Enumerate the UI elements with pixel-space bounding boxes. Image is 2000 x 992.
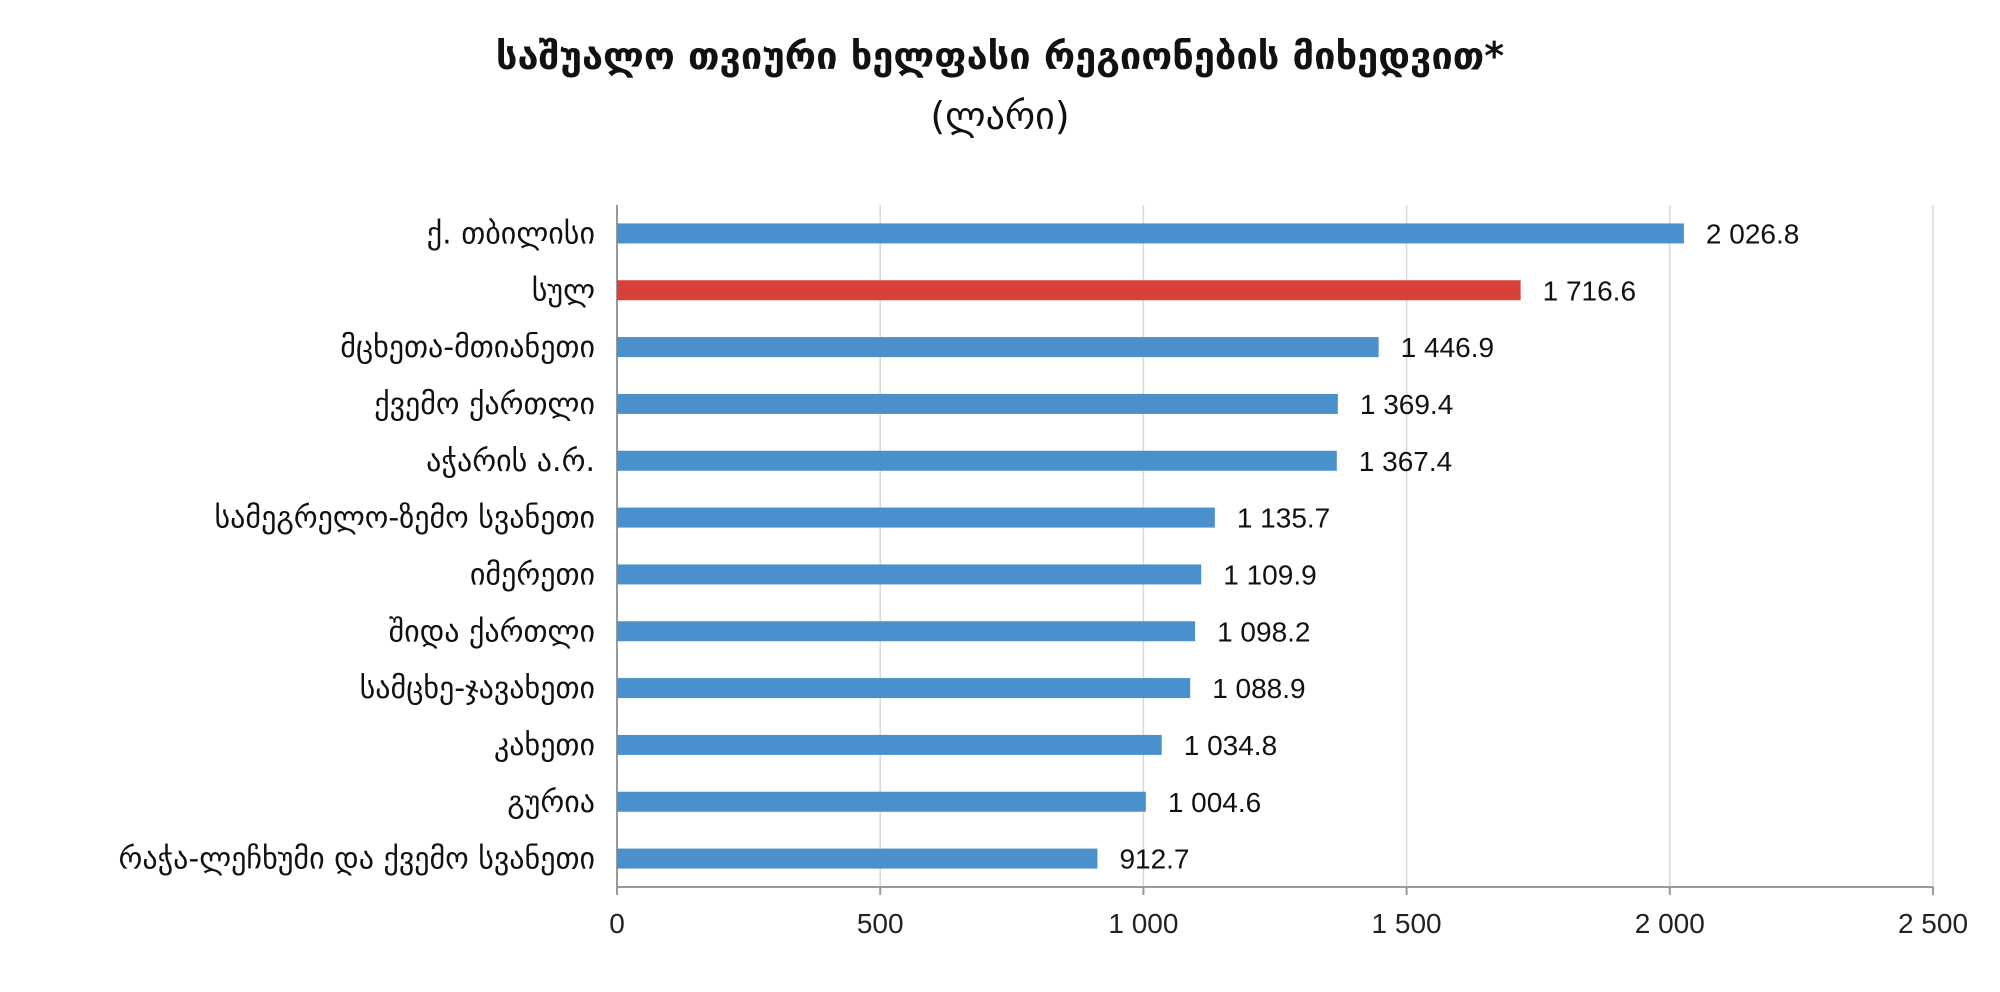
category-label: სულ [532,273,595,308]
value-label: 1 369.4 [1360,389,1453,420]
bar [617,848,1098,869]
category-label: სამეგრელო-ზემო სვანეთი [215,501,596,536]
x-tick-label: 500 [857,908,904,939]
category-label: ქ. თბილისი [427,216,595,251]
value-label: 1 446.9 [1401,332,1494,363]
bar [617,280,1521,301]
bar [617,450,1337,471]
category-label: სამცხე-ჯავახეთი [360,671,595,706]
x-tick-label: 0 [609,908,625,939]
value-label: 1 088.9 [1212,673,1305,704]
x-tick-label: 2 500 [1898,908,1968,939]
value-label: 1 004.6 [1168,787,1261,818]
x-tick-label: 2 000 [1635,908,1705,939]
value-label: 1 716.6 [1543,275,1636,306]
category-label: ქვემო ქართლი [374,387,595,422]
value-label: 1 135.7 [1237,503,1330,534]
bar [617,791,1146,812]
bar [617,507,1215,528]
category-label: შიდა ქართლი [389,614,595,649]
category-label: იმერეთი [470,557,595,592]
bar [617,678,1191,699]
category-label: მცხეთა-მთიანეთი [340,330,595,365]
bar [617,393,1338,414]
category-label: გურია [507,785,595,820]
value-label: 1 034.8 [1184,730,1277,761]
x-tick-label: 1 000 [1108,908,1178,939]
value-label: 1 098.2 [1217,616,1310,647]
value-label: 912.7 [1119,844,1189,875]
chart-title: საშუალო თვიური ხელფასი რეგიონების მიხედვ… [495,34,1505,78]
value-label: 2 026.8 [1706,218,1799,249]
x-tick-label: 1 500 [1372,908,1442,939]
category-label: აჭარის ა.რ. [426,444,595,479]
bar [617,734,1162,755]
bar [617,621,1196,642]
bar [617,564,1202,585]
bar [617,337,1379,358]
value-label: 1 367.4 [1359,446,1452,477]
category-label: რაჭა-ლეჩხუმი და ქვემო სვანეთი [118,842,595,877]
value-label: 1 109.9 [1223,559,1316,590]
chart-subtitle: (ლარი) [930,94,1070,138]
category-label: კახეთი [494,728,595,763]
bar [617,223,1684,244]
